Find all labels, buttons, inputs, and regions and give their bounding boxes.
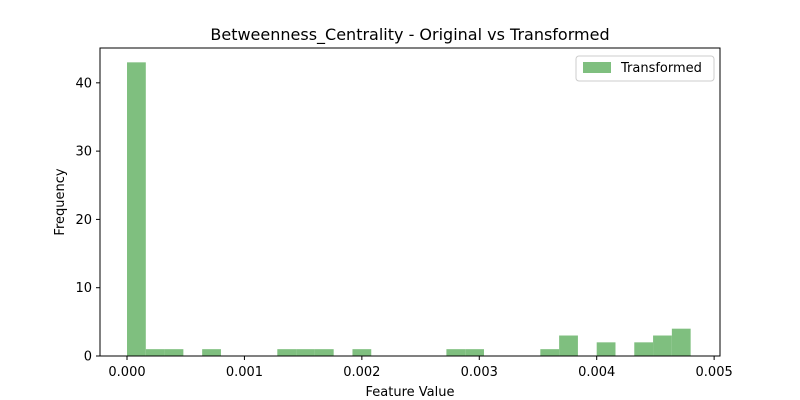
x-axis-label: Feature Value	[366, 385, 455, 400]
x-tick-label: 0.000	[108, 365, 145, 380]
chart-title: Betweenness_Centrality - Original vs Tra…	[210, 25, 609, 45]
y-tick-label: 40	[75, 76, 92, 91]
x-tick-label: 0.001	[226, 365, 263, 380]
histogram-bar	[277, 349, 297, 356]
histogram-bar	[653, 335, 672, 356]
y-tick-label: 20	[75, 213, 92, 228]
histogram-bar	[164, 349, 184, 356]
histogram-bar	[296, 349, 315, 356]
histogram-bar	[596, 342, 616, 356]
histogram-bar	[352, 349, 372, 356]
x-tick-label: 0.002	[343, 365, 380, 380]
x-tick-label: 0.003	[461, 365, 498, 380]
x-tick-label: 0.004	[578, 365, 615, 380]
histogram-bar	[127, 62, 146, 357]
legend-swatch	[583, 62, 611, 73]
y-tick-label: 10	[75, 281, 92, 296]
histogram-bar	[634, 342, 654, 356]
y-axis-label: Frequency	[53, 168, 68, 235]
y-axis-ticks: 0 10 20 30 40	[75, 76, 100, 365]
histogram-bar	[465, 349, 484, 356]
y-tick-label: 0	[84, 350, 92, 365]
plot-frame	[99, 47, 721, 357]
bars-group	[127, 62, 691, 357]
histogram-bar	[202, 349, 221, 356]
histogram-bar	[446, 349, 466, 356]
histogram-bar	[314, 349, 334, 356]
legend: Transformed	[575, 55, 715, 82]
histogram-bar	[540, 349, 560, 356]
histogram-bar	[145, 349, 165, 356]
histogram-bar	[671, 328, 691, 356]
y-tick-label: 30	[75, 145, 92, 160]
legend-label: Transformed	[620, 61, 702, 76]
x-tick-label: 0.005	[696, 365, 733, 380]
x-axis-ticks: 0.000 0.001 0.002 0.003 0.004 0.005	[108, 356, 733, 380]
histogram-bar	[559, 335, 578, 356]
